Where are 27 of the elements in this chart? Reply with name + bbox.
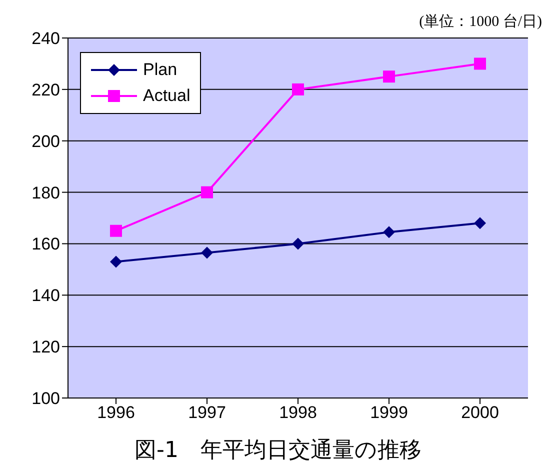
y-tick-label: 160 [32, 234, 60, 254]
text: (単位：1000 台/日) [419, 12, 542, 31]
y-tick-label: 120 [32, 338, 60, 357]
point [292, 238, 304, 250]
y-tick-label: 220 [32, 80, 60, 100]
x-tick-label: 1997 [188, 403, 226, 422]
y-tick-label: 100 [32, 389, 60, 408]
x-tick-label: 2000 [461, 403, 499, 422]
legend-label: Actual [143, 86, 190, 106]
y-tick-label: 180 [32, 183, 60, 202]
x-tick-label: 1996 [97, 403, 135, 422]
x-tick-label: 1998 [279, 403, 317, 422]
y-tick-label: 140 [32, 286, 60, 306]
point [110, 256, 122, 268]
point [201, 246, 213, 259]
y-tick-label: 240 [32, 29, 60, 48]
point [383, 70, 395, 83]
point [474, 58, 486, 70]
point [383, 226, 395, 238]
y-tick-label: 200 [32, 132, 60, 151]
legend-label: Plan [143, 60, 178, 80]
x-tick-label: 1999 [370, 403, 408, 422]
point [474, 217, 486, 230]
text: 図-1 年平均日交通量の推移 [134, 437, 422, 465]
point [201, 186, 213, 198]
point [110, 224, 122, 237]
point [292, 83, 304, 96]
